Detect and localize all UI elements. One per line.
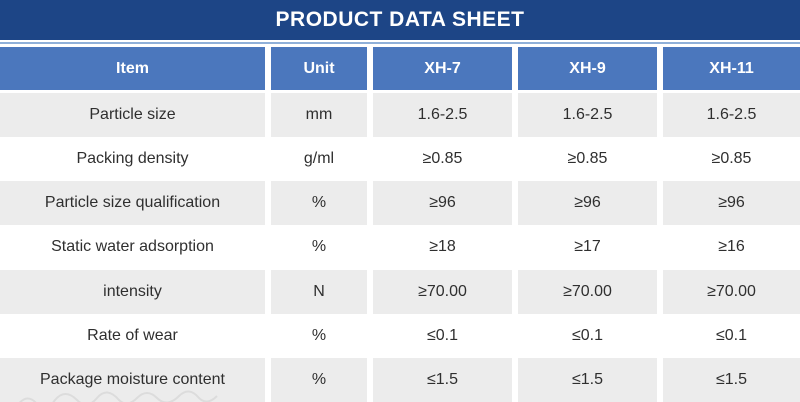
table-cell-xh9: ≥0.85 [518, 137, 657, 182]
table-cell-xh11: ≥0.85 [663, 137, 800, 182]
column-header-xh7: XH-7 [373, 47, 512, 90]
table-cell-unit: g/ml [271, 137, 367, 182]
table-cell-xh7: ≤1.5 [373, 357, 512, 402]
table-cell-item: Package moisture content [0, 357, 265, 402]
table-cell-item: intensity [0, 269, 265, 314]
table-cell-xh7: ≥70.00 [373, 269, 512, 314]
column-header-item: Item [0, 47, 265, 90]
table-cell-xh7: ≥96 [373, 181, 512, 226]
table-cell-xh7: ≥0.85 [373, 137, 512, 182]
table-cell-xh7: ≥18 [373, 225, 512, 270]
table-cell-item: Packing density [0, 137, 265, 182]
table-cell-xh11: ≥70.00 [663, 269, 800, 314]
table-cell-xh7: ≤0.1 [373, 313, 512, 358]
banner-divider-line [0, 42, 800, 44]
table-cell-item: Static water adsorption [0, 225, 265, 270]
table-cell-unit: N [271, 269, 367, 314]
table-cell-unit: % [271, 313, 367, 358]
table-cell-xh9: ≥17 [518, 225, 657, 270]
table-cell-item: Rate of wear [0, 313, 265, 358]
table-body: Particle size mm 1.6-2.5 1.6-2.5 1.6-2.5… [0, 93, 800, 402]
table-cell-xh11: ≥16 [663, 225, 800, 270]
table-cell-xh9: ≤0.1 [518, 313, 657, 358]
table-cell-unit: % [271, 181, 367, 226]
table-cell-xh9: ≥70.00 [518, 269, 657, 314]
table-cell-unit: % [271, 357, 367, 402]
table-cell-xh9: 1.6-2.5 [518, 93, 657, 138]
column-header-unit: Unit [271, 47, 367, 90]
table-cell-xh9: ≥96 [518, 181, 657, 226]
table-cell-xh11: ≥96 [663, 181, 800, 226]
column-header-xh9: XH-9 [518, 47, 657, 90]
table-cell-unit: mm [271, 93, 367, 138]
table-cell-xh11: ≤0.1 [663, 313, 800, 358]
table-cell-xh11: ≤1.5 [663, 357, 800, 402]
table-cell-unit: % [271, 225, 367, 270]
table-cell-xh9: ≤1.5 [518, 357, 657, 402]
table-cell-xh7: 1.6-2.5 [373, 93, 512, 138]
table-cell-item: Particle size [0, 93, 265, 138]
table-cell-xh11: 1.6-2.5 [663, 93, 800, 138]
table-header-row: Item Unit XH-7 XH-9 XH-11 [0, 47, 800, 90]
title-banner: PRODUCT DATA SHEET [0, 0, 800, 40]
table-cell-item: Particle size qualification [0, 181, 265, 226]
page-title: PRODUCT DATA SHEET [275, 8, 525, 31]
column-header-xh11: XH-11 [663, 47, 800, 90]
